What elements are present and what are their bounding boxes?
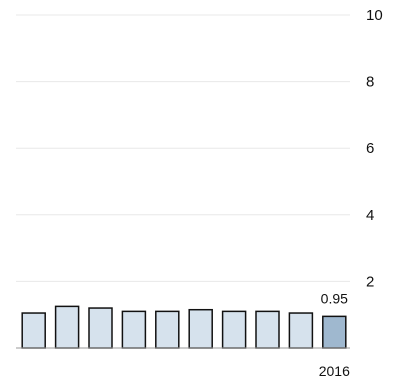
x-axis-labels: 2016 [319, 363, 350, 379]
bars [21, 305, 347, 349]
y-tick-label-4: 4 [366, 207, 374, 224]
data-labels: 0.95 [321, 290, 348, 306]
y-tick-label-10: 10 [366, 7, 383, 24]
bar-2 [54, 305, 80, 349]
bar-8 [255, 310, 280, 349]
y-tick-label-8: 8 [366, 74, 374, 91]
bar-4 [121, 310, 147, 349]
bar-1 [21, 312, 46, 349]
y-axis-ticks: 2 4 6 8 10 [366, 7, 383, 290]
bar-6 [188, 308, 213, 349]
gridlines [16, 14, 350, 282]
bar-10 [322, 315, 347, 349]
bar-9 [288, 312, 314, 349]
data-label-10: 0.95 [321, 290, 348, 306]
x-tick-label-10: 2016 [319, 363, 350, 379]
bar-7 [221, 310, 247, 349]
y-tick-label-2: 2 [366, 273, 374, 290]
y-tick-label-6: 6 [366, 140, 374, 157]
bar-3 [88, 307, 113, 349]
bar-5 [155, 310, 180, 349]
